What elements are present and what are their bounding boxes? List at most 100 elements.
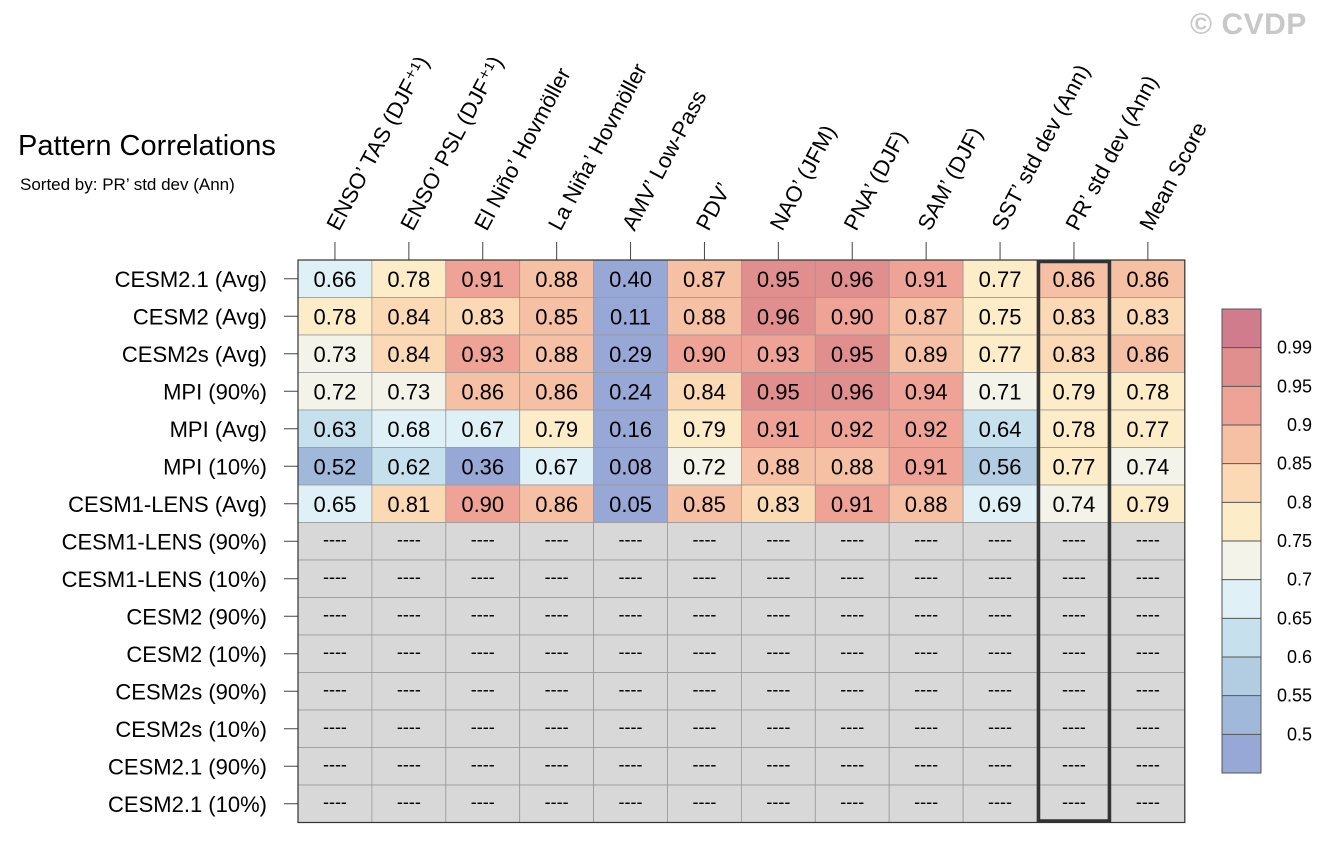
- heatmap-cell: [888, 259, 964, 298]
- heatmap-cell: [888, 334, 964, 373]
- cell-value: 0.08: [609, 454, 652, 479]
- heatmap-cell: [593, 409, 668, 448]
- cell-value: 0.83: [1126, 304, 1169, 329]
- colorbar-label: 0.99: [1277, 338, 1312, 358]
- cell-value: ----: [1136, 754, 1160, 774]
- heatmap-cell: [519, 447, 595, 486]
- heatmap-cell: [593, 522, 668, 561]
- cell-value: ----: [397, 717, 421, 737]
- heatmap-cell: [888, 409, 964, 448]
- row-label: CESM2 (Avg): [133, 304, 267, 329]
- cell-value: ----: [323, 679, 347, 699]
- heatmap-cell: [371, 597, 447, 636]
- cell-value: ----: [545, 604, 569, 624]
- heatmap-cell: [297, 597, 373, 636]
- cell-value: 0.78: [1053, 417, 1096, 442]
- column-labels: ENSO’ TAS (DJF⁺¹)ENSO’ PSL (DJF⁺¹)El Niñ…: [321, 52, 1212, 260]
- heatmap-cell: [1036, 784, 1112, 823]
- colorbar-segment: [1222, 618, 1261, 657]
- heatmap-cell: [1036, 709, 1112, 748]
- cell-value: ----: [692, 792, 716, 812]
- heatmap-cell: [297, 259, 373, 298]
- cell-value: ----: [471, 529, 495, 549]
- cell-value: 0.29: [609, 342, 652, 367]
- cell-value: 0.79: [1053, 379, 1096, 404]
- heatmap-cell: [1110, 784, 1186, 823]
- cell-value: ----: [840, 604, 864, 624]
- cell-value: ----: [545, 567, 569, 587]
- cell-value: ----: [619, 642, 643, 662]
- column-label: PNA’ (DJF): [839, 127, 912, 235]
- heatmap-cell: [814, 784, 890, 823]
- heatmap-cell: [814, 484, 890, 523]
- cell-value: ----: [840, 529, 864, 549]
- heatmap-cell: [593, 784, 668, 823]
- heatmap-cell: [962, 259, 1038, 298]
- heatmap-cell: [741, 597, 816, 636]
- cell-value: ----: [397, 754, 421, 774]
- cell-value: ----: [545, 642, 569, 662]
- heatmap-cell: [888, 784, 964, 823]
- cell-value: ----: [323, 642, 347, 662]
- heatmap-cell: [297, 522, 373, 561]
- colorbar-label: 0.85: [1277, 454, 1312, 474]
- chart-title: Pattern Correlations: [18, 130, 276, 162]
- row-label: CESM2.1 (10%): [108, 792, 267, 817]
- cell-value: 0.67: [535, 454, 578, 479]
- cell-value: 0.83: [1053, 342, 1096, 367]
- cell-value: ----: [397, 792, 421, 812]
- cell-value: ----: [692, 642, 716, 662]
- column-label: PDV’: [691, 178, 737, 234]
- cell-value: 0.92: [831, 417, 874, 442]
- heatmap-cell: [519, 372, 595, 411]
- cell-value: 0.85: [535, 304, 578, 329]
- highlight-column-box: [1036, 259, 1112, 823]
- cell-value: ----: [619, 754, 643, 774]
- heatmap-cell: [371, 559, 447, 598]
- cell-value: 0.56: [979, 454, 1022, 479]
- heatmap-cell: [1110, 634, 1186, 673]
- heatmap-cell: [814, 334, 890, 373]
- cell-value: 0.79: [535, 417, 578, 442]
- cell-value: 0.83: [461, 304, 504, 329]
- cell-value: 0.67: [461, 417, 504, 442]
- heatmap-cell: [667, 672, 742, 711]
- heatmap-cell: [1036, 372, 1112, 411]
- cell-value: 0.77: [1126, 417, 1169, 442]
- heatmap-cell: [371, 672, 447, 711]
- highlight-column: [1036, 259, 1112, 823]
- heatmap-cell: [519, 747, 595, 786]
- cell-value: 0.62: [387, 454, 430, 479]
- heatmap-cell: [667, 447, 742, 486]
- cell-value: ----: [692, 754, 716, 774]
- row-label: MPI (10%): [163, 454, 267, 479]
- cell-value: ----: [692, 529, 716, 549]
- colorbar-segment: [1222, 734, 1261, 773]
- heatmap-cell: [741, 372, 816, 411]
- colorbar-label: 0.55: [1277, 686, 1312, 706]
- heatmap-cell: [297, 559, 373, 598]
- heatmap-cell: [1036, 559, 1112, 598]
- cell-value: 0.79: [1126, 492, 1169, 517]
- cell-value: ----: [471, 679, 495, 699]
- cell-value: ----: [692, 717, 716, 737]
- heatmap-cell: [593, 634, 668, 673]
- cell-value: 0.81: [387, 492, 430, 517]
- colorbar-label: 0.9: [1287, 415, 1312, 435]
- heatmap-cell: [667, 597, 742, 636]
- heatmap-cell: [1110, 522, 1186, 561]
- heatmap-cell: [667, 709, 742, 748]
- cell-value: ----: [1062, 604, 1086, 624]
- row-labels: CESM2.1 (Avg) CESM2 (Avg) CESM2s (Avg) MPI …: [62, 267, 298, 817]
- cell-value: ----: [323, 717, 347, 737]
- row-label: MPI (Avg): [170, 417, 267, 442]
- colorbar: 0.99 0.95 0.9 0.85 0.8 0.75 0.7 0.65 0.6 0.55 0.5: [1221, 308, 1312, 774]
- colorbar-label: 0.6: [1287, 647, 1312, 667]
- heatmap-cell: [962, 484, 1038, 523]
- cell-value: ----: [1136, 717, 1160, 737]
- heatmap-cells: 0.66 0.78 0.91 0.88 0.40 0.87 0.95 0.96 0.91 0.77…: [297, 259, 1186, 824]
- heatmap-cell: [667, 747, 742, 786]
- cell-value: 0.94: [905, 379, 948, 404]
- column-label: SAM’ (DJF): [912, 123, 987, 234]
- cell-value: ----: [914, 792, 938, 812]
